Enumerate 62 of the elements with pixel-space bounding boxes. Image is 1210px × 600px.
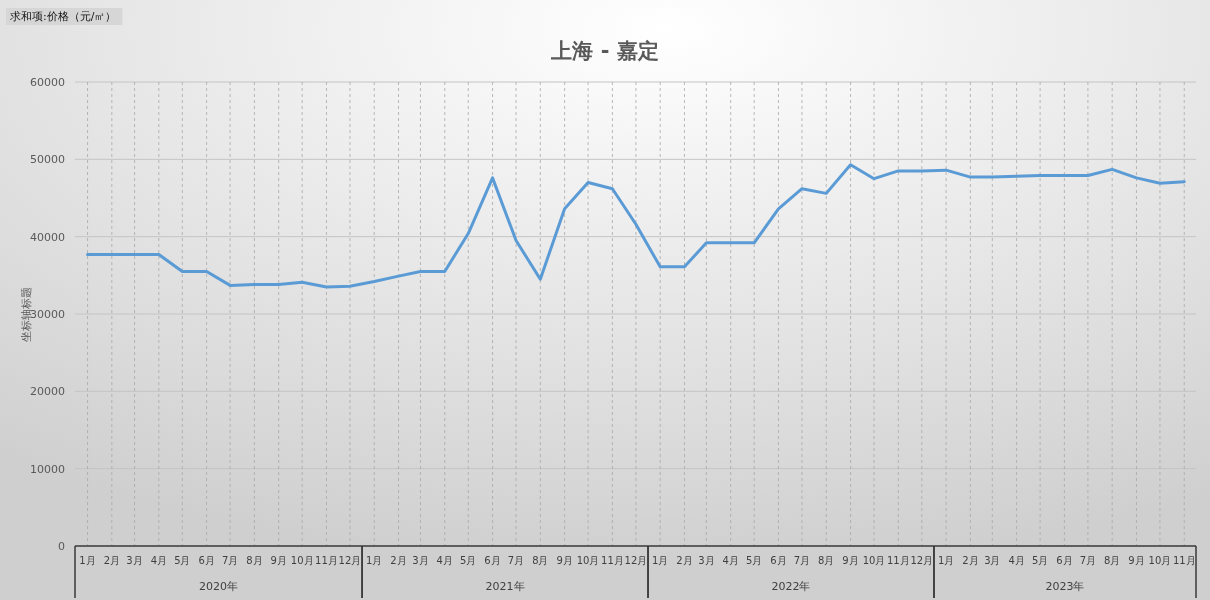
x-tick-label: 1月 — [651, 555, 669, 566]
x-tick-label: 12月 — [338, 555, 362, 566]
line-series — [86, 163, 1186, 289]
x-tick-label: 1月 — [937, 555, 955, 566]
x-tick-label: 3月 — [126, 555, 143, 566]
y-tick-label: 0 — [58, 540, 65, 553]
text: 求和项:价格（元/㎡） — [10, 10, 117, 23]
x-tick-label: 11月 — [315, 555, 338, 566]
y-tick-label: 60000 — [30, 76, 65, 89]
text: 2020年 — [199, 580, 239, 593]
x-tick-label: 6月 — [484, 555, 501, 566]
y-axis-title: 坐标轴标题 — [20, 286, 33, 342]
x-tick-label: 8月 — [1103, 555, 1121, 566]
x-tick-label: 4月 — [150, 555, 168, 566]
x-tick-label: 3月 — [984, 555, 1001, 566]
text: 2021年 — [485, 580, 525, 593]
x-tick-label: 4月 — [436, 555, 453, 566]
x-tick-label: 2月 — [962, 555, 979, 566]
x-tick-label: 8月 — [246, 555, 263, 566]
y-tick-label: 40000 — [30, 230, 65, 244]
x-tick-label: 2月 — [390, 555, 407, 566]
x-tick-label: 4月 — [1008, 555, 1025, 566]
x-tick-label: 7月 — [793, 555, 811, 566]
x-tick-label: 7月 — [1079, 555, 1097, 566]
x-tick-label: 11月 — [1172, 555, 1196, 566]
x-tick-label: 10月 — [576, 555, 600, 566]
x-tick-label: 12月 — [624, 555, 648, 566]
x-tick-label: 5月 — [460, 555, 477, 566]
x-tick-label: 3月 — [698, 555, 715, 566]
x-tick-label: 10月 — [1148, 555, 1172, 566]
text: 2023年 — [1045, 580, 1085, 593]
x-tick-label: 7月 — [507, 555, 525, 566]
x-tick-label: 6月 — [770, 555, 787, 566]
x-tick-label: 2月 — [676, 555, 693, 566]
x-tick-label: 2月 — [103, 555, 121, 566]
x-tick-label: 3月 — [412, 555, 429, 566]
x-tick-label: 9月 — [556, 555, 573, 566]
x-tick-label: 11月 — [601, 555, 624, 566]
x-tick-label: 12月 — [910, 555, 934, 566]
chart-title: 上海 - 嘉定 — [550, 39, 659, 63]
x-tick-label: 8月 — [818, 555, 835, 566]
x-tick-label: 6月 — [1056, 555, 1073, 566]
x-tick-label: 5月 — [745, 555, 763, 566]
y-tick-label: 30000 — [30, 308, 65, 321]
text: 2022年 — [771, 580, 811, 593]
x-tick-label: 7月 — [221, 555, 239, 566]
x-tick-label: 1月 — [366, 555, 383, 566]
x-tick-label: 10月 — [290, 555, 314, 566]
x-tick-label: 4月 — [722, 555, 739, 566]
x-tick-label: 10月 — [862, 555, 886, 566]
y-tick-label: 20000 — [30, 385, 65, 399]
x-tick-label: 9月 — [1128, 555, 1145, 566]
x-tick-label: 1月 — [79, 555, 96, 566]
x-tick-label: 8月 — [532, 555, 549, 566]
x-tick-label: 11月 — [886, 555, 910, 566]
x-tick-label: 5月 — [174, 555, 191, 566]
y-tick-label: 10000 — [30, 462, 65, 476]
x-tick-label: 9月 — [842, 555, 859, 566]
x-tick-label: 6月 — [198, 555, 215, 566]
x-tick-label: 9月 — [270, 555, 287, 566]
x-tick-label: 5月 — [1031, 555, 1049, 566]
y-tick-label: 50000 — [30, 153, 65, 167]
